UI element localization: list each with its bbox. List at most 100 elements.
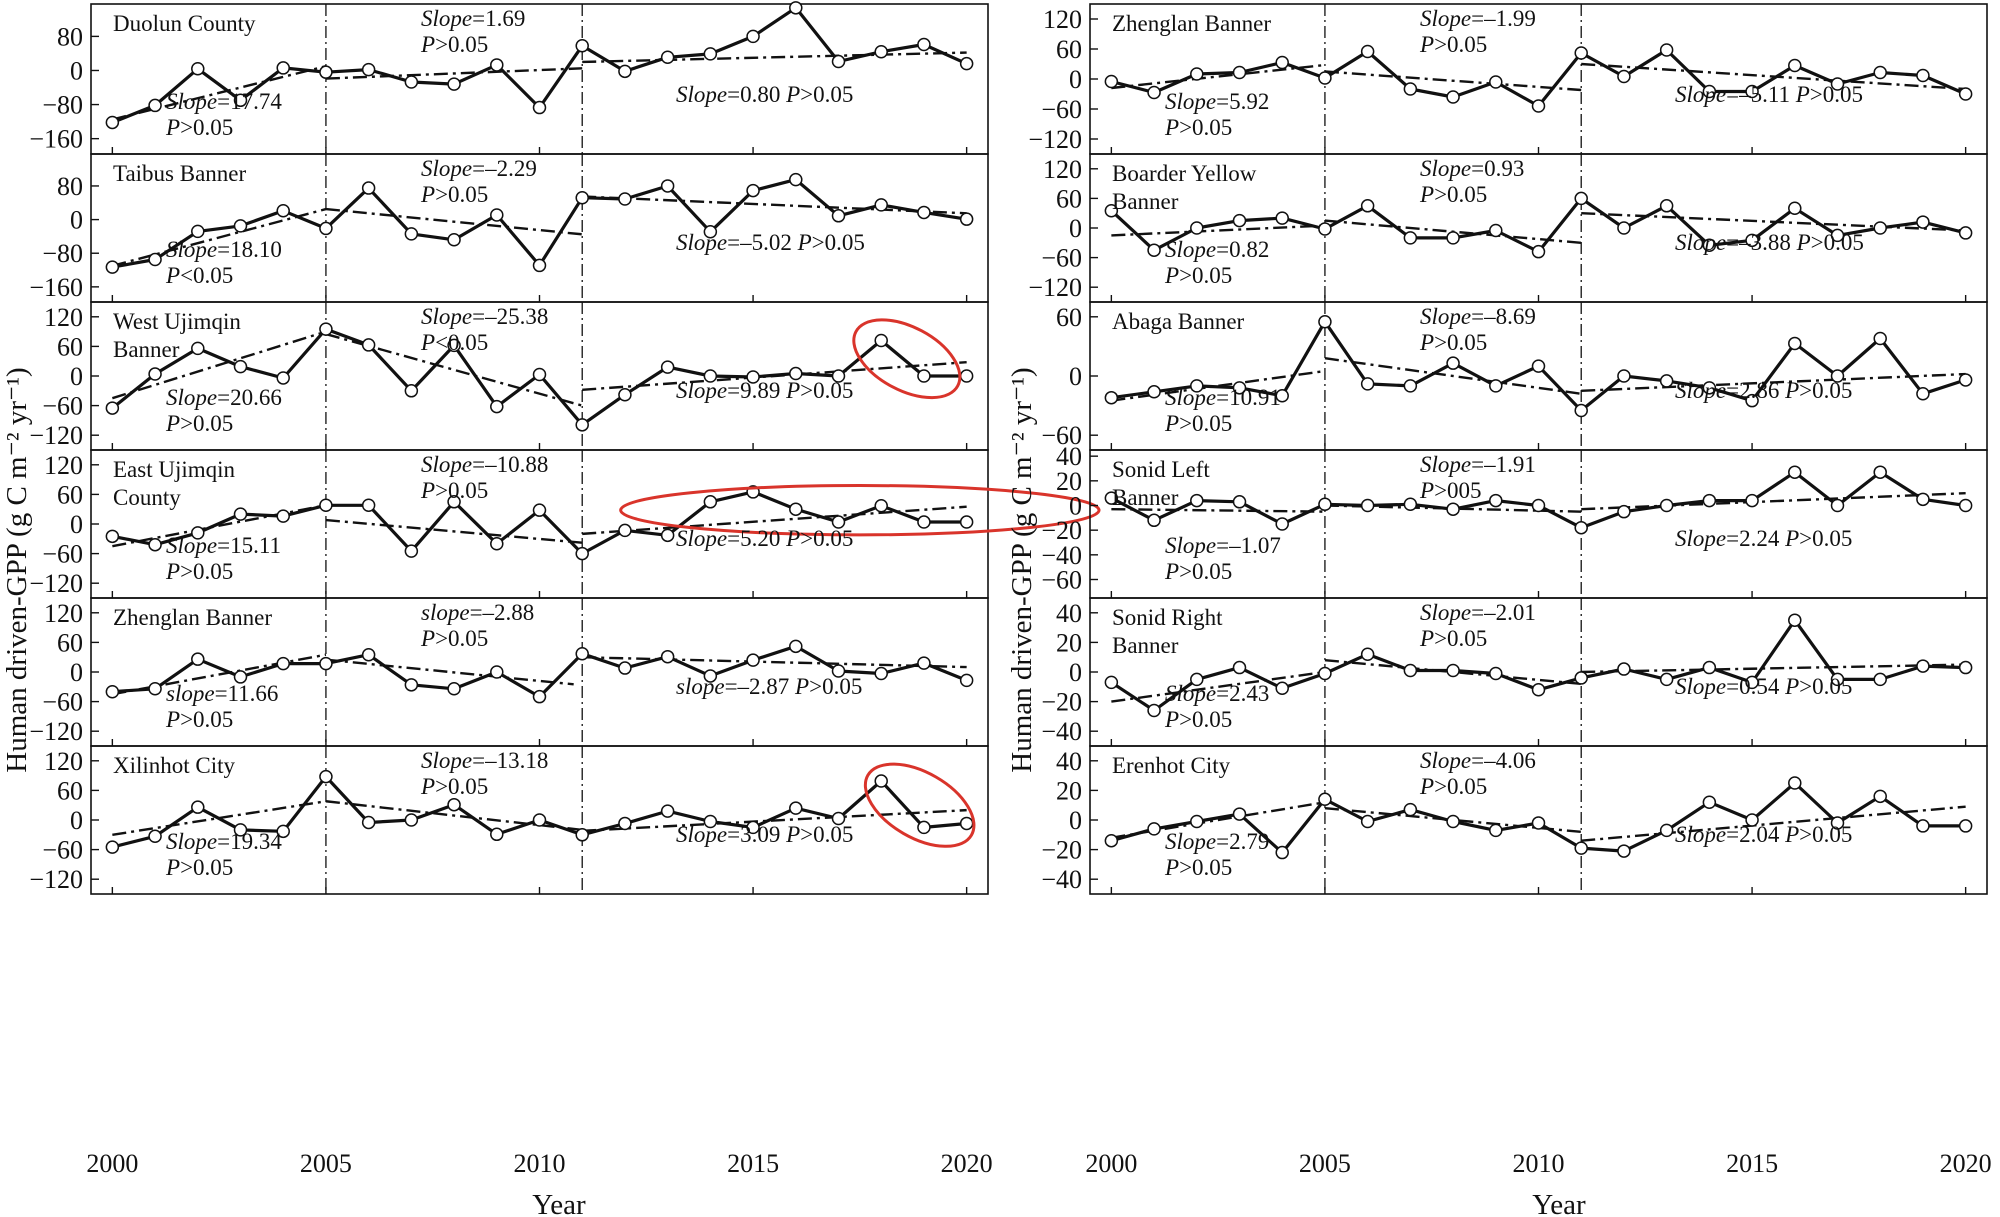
data-point: [1232, 807, 1247, 821]
y-tick-label: 0: [70, 806, 83, 835]
data-point: [404, 544, 419, 558]
y-tick-label: 120: [44, 747, 83, 776]
data-point: [1873, 465, 1887, 479]
data-point: [1446, 90, 1460, 104]
data-point: [233, 507, 248, 521]
data-point: [1574, 191, 1588, 206]
trend-line: [1581, 491, 1966, 511]
y-tick-label: 60: [1056, 303, 1082, 332]
y-tick-label: −40: [1041, 865, 1082, 894]
data-point: [1916, 68, 1930, 83]
data-point: [917, 515, 931, 529]
data-point: [447, 495, 461, 509]
data-point: [319, 65, 333, 79]
y-tick-label: −120: [1028, 273, 1082, 302]
y-tick-label: −160: [29, 125, 83, 154]
data-point: [1489, 379, 1503, 393]
annotation-period3: Slope=2.24 P>0.05: [1675, 526, 1852, 551]
data-point: [191, 62, 205, 76]
annotation-period1-p: P>0.05: [1164, 707, 1232, 732]
data-point: [1318, 71, 1332, 85]
annotation-period1: Slope=15.11: [166, 533, 281, 558]
data-point: [1446, 663, 1460, 678]
data-point: [1958, 373, 1973, 387]
left-y-axis-label: Human driven-GPP (g C m⁻² yr⁻¹): [1, 367, 33, 772]
data-point: [660, 649, 675, 664]
y-tick-label: −20: [1041, 688, 1082, 717]
panel-title-line2: Banner: [1112, 189, 1179, 214]
data-point: [575, 828, 589, 842]
data-point: [191, 652, 205, 666]
data-point: [233, 670, 248, 684]
data-point: [1702, 660, 1717, 675]
y-tick-label: −60: [42, 540, 83, 569]
y-tick-label: 20: [1056, 467, 1082, 496]
data-point: [1489, 823, 1503, 838]
y-tick-label: −120: [29, 865, 83, 894]
data-point: [618, 387, 632, 402]
data-point: [831, 664, 846, 678]
annotation-period1: Slope=0.82: [1165, 237, 1269, 262]
annotation-period2: Slope=–2.01: [1420, 600, 1536, 625]
data-point: [1745, 675, 1759, 690]
data-point: [404, 75, 419, 89]
panel-title: Sonid Right: [1112, 605, 1223, 630]
x-tick-label: 2010: [1513, 1149, 1565, 1178]
data-point: [532, 258, 547, 273]
data-point: [1916, 659, 1930, 673]
y-tick-label: −120: [29, 717, 83, 746]
trend-line: [1324, 357, 1582, 395]
trend-line: [325, 800, 583, 832]
data-point: [404, 678, 419, 692]
annotation-period3: Slope=–3.88 P>0.05: [1675, 230, 1864, 255]
data-point: [233, 219, 248, 233]
y-tick-label: 20: [1056, 628, 1082, 657]
annotation-period1: Slope=18.10: [166, 237, 282, 262]
y-tick-label: −40: [1041, 541, 1082, 570]
data-point: [1232, 495, 1247, 509]
annotation-period1-p: P>0.05: [165, 115, 233, 140]
data-point: [1446, 231, 1460, 245]
data-point: [660, 528, 675, 543]
data-point: [1318, 222, 1332, 236]
y-tick-label: 120: [1043, 5, 1082, 34]
data-point: [746, 183, 760, 198]
data-point: [447, 233, 461, 247]
data-point: [831, 811, 846, 826]
data-point: [660, 179, 675, 193]
y-tick-label: −60: [1041, 421, 1082, 450]
data-point: [1318, 497, 1332, 512]
data-point: [233, 93, 248, 108]
annotation-period1: Slope=17.74: [166, 89, 282, 114]
trend-line: [1111, 224, 1325, 237]
data-point: [917, 369, 931, 383]
annotation-period1-p: P>0.05: [1164, 411, 1232, 436]
y-tick-label: −80: [42, 239, 83, 268]
panel-2: 80 0 −80 −160 Taibus Banner Slope=18.10P<0.05…: [29, 153, 989, 303]
data-point: [874, 44, 888, 59]
data-point: [1275, 517, 1289, 531]
data-point: [1916, 492, 1930, 507]
y-tick-label: 80: [57, 172, 83, 201]
y-tick-label: −120: [29, 421, 83, 450]
data-point: [1830, 816, 1845, 830]
x-tick-label: 2020: [941, 1149, 993, 1178]
panel-title: Zhenglan Banner: [1112, 11, 1271, 36]
trend-line: [1111, 369, 1326, 402]
data-point: [1147, 513, 1161, 528]
data-point: [1702, 381, 1717, 395]
data-point: [532, 689, 547, 704]
data-point: [1788, 613, 1802, 627]
trend-line: [112, 65, 327, 121]
y-tick-label: 60: [1056, 35, 1082, 64]
data-point: [105, 260, 120, 274]
data-point: [618, 816, 632, 831]
y-tick-label: −20: [1041, 836, 1082, 865]
y-tick-label: −60: [42, 836, 83, 865]
data-point: [361, 338, 376, 352]
data-point: [1873, 331, 1887, 346]
data-point: [1574, 671, 1588, 685]
